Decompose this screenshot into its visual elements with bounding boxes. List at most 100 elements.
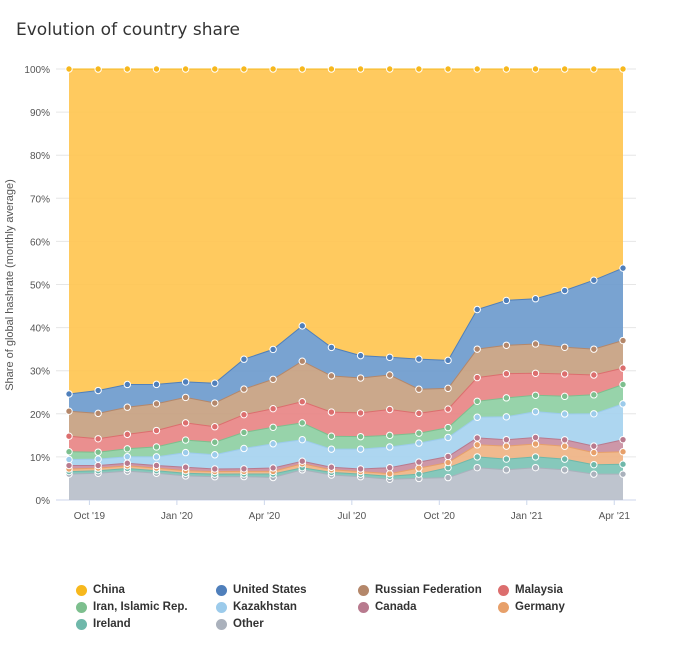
point-malaysia[interactable] [123,430,132,439]
point-canada[interactable] [590,442,598,450]
point-united-states[interactable] [560,286,569,295]
point-russian-federation[interactable] [473,345,481,353]
point-russian-federation[interactable] [152,400,161,408]
point-canada[interactable] [298,457,306,465]
point-united-states[interactable] [240,355,248,363]
point-kazakhstan[interactable] [123,452,132,461]
point-germany[interactable] [560,442,569,450]
point-malaysia[interactable] [444,405,452,413]
point-canada[interactable] [386,463,394,472]
point-malaysia[interactable] [240,410,248,419]
point-canada[interactable] [356,465,365,473]
point-russian-federation[interactable] [415,385,423,393]
point-kazakhstan[interactable] [152,453,161,461]
legend-item-ireland[interactable]: Ireland [76,618,131,630]
point-ireland[interactable] [473,453,481,461]
point-russian-federation[interactable] [123,403,132,411]
point-united-states[interactable] [298,322,306,330]
point-russian-federation[interactable] [502,341,511,349]
point-iran-islamic-rep-[interactable] [619,380,627,389]
point-russian-federation[interactable] [211,399,219,407]
point-malaysia[interactable] [560,370,569,378]
area-kazakhstan[interactable] [69,403,623,469]
point-kazakhstan[interactable] [269,440,277,448]
point-malaysia[interactable] [211,423,219,431]
point-kazakhstan[interactable] [473,413,481,421]
point-kazakhstan[interactable] [356,445,365,453]
point-canada[interactable] [211,465,219,473]
point-canada[interactable] [181,463,190,471]
point-ireland[interactable] [531,453,540,461]
point-other[interactable] [473,463,481,472]
point-malaysia[interactable] [94,435,102,443]
legend-item-other[interactable]: Other [216,618,264,630]
point-united-states[interactable] [590,276,598,284]
point-russian-federation[interactable] [386,371,394,379]
point-iran-islamic-rep-[interactable] [473,397,481,406]
point-china[interactable] [619,65,627,73]
point-malaysia[interactable] [181,419,190,427]
point-germany[interactable] [590,448,598,457]
point-germany[interactable] [473,441,481,449]
point-china[interactable] [386,65,394,73]
point-other[interactable] [619,470,627,478]
point-kazakhstan[interactable] [211,451,219,459]
point-germany[interactable] [386,470,394,478]
area-other[interactable] [69,467,623,500]
point-kazakhstan[interactable] [619,400,627,408]
point-russian-federation[interactable] [240,385,248,393]
point-china[interactable] [327,65,336,73]
point-iran-islamic-rep-[interactable] [356,432,365,441]
point-russian-federation[interactable] [298,357,306,365]
point-china[interactable] [590,65,598,73]
point-iran-islamic-rep-[interactable] [502,394,511,402]
point-kazakhstan[interactable] [327,445,336,453]
point-iran-islamic-rep-[interactable] [269,423,277,432]
point-canada[interactable] [415,458,423,466]
point-russian-federation[interactable] [94,409,102,418]
point-china[interactable] [94,65,102,73]
legend-item-malaysia[interactable]: Malaysia [498,584,563,596]
point-united-states[interactable] [619,264,627,272]
point-malaysia[interactable] [327,408,336,416]
point-canada[interactable] [269,464,277,472]
point-china[interactable] [181,65,190,73]
point-kazakhstan[interactable] [531,407,540,416]
legend-item-iran-islamic-rep-[interactable]: Iran, Islamic Rep. [76,601,188,613]
point-malaysia[interactable] [65,432,73,440]
point-iran-islamic-rep-[interactable] [240,428,248,437]
point-malaysia[interactable] [590,371,598,379]
point-china[interactable] [560,65,569,73]
point-canada[interactable] [94,461,102,470]
point-united-states[interactable] [269,345,277,354]
point-united-states[interactable] [473,305,481,314]
point-united-states[interactable] [152,380,161,389]
point-china[interactable] [152,65,161,73]
point-kazakhstan[interactable] [181,448,190,457]
point-united-states[interactable] [123,380,132,389]
point-malaysia[interactable] [531,369,540,377]
point-iran-islamic-rep-[interactable] [386,431,394,440]
point-malaysia[interactable] [473,373,481,382]
point-china[interactable] [211,65,219,73]
point-russian-federation[interactable] [327,372,336,380]
point-iran-islamic-rep-[interactable] [444,423,452,432]
point-china[interactable] [444,65,452,73]
area-germany[interactable] [69,444,623,477]
point-russian-federation[interactable] [356,374,365,382]
point-kazakhstan[interactable] [94,455,102,463]
point-russian-federation[interactable] [444,384,452,393]
point-iran-islamic-rep-[interactable] [94,448,102,456]
point-iran-islamic-rep-[interactable] [590,391,598,399]
point-other[interactable] [444,473,452,482]
point-ireland[interactable] [560,455,569,463]
point-canada[interactable] [65,461,73,470]
point-china[interactable] [240,65,248,73]
point-malaysia[interactable] [356,409,365,417]
point-united-states[interactable] [65,390,73,398]
point-germany[interactable] [444,458,452,467]
point-canada[interactable] [444,452,452,461]
point-ireland[interactable] [619,460,627,468]
point-china[interactable] [473,65,481,73]
point-russian-federation[interactable] [181,393,190,402]
